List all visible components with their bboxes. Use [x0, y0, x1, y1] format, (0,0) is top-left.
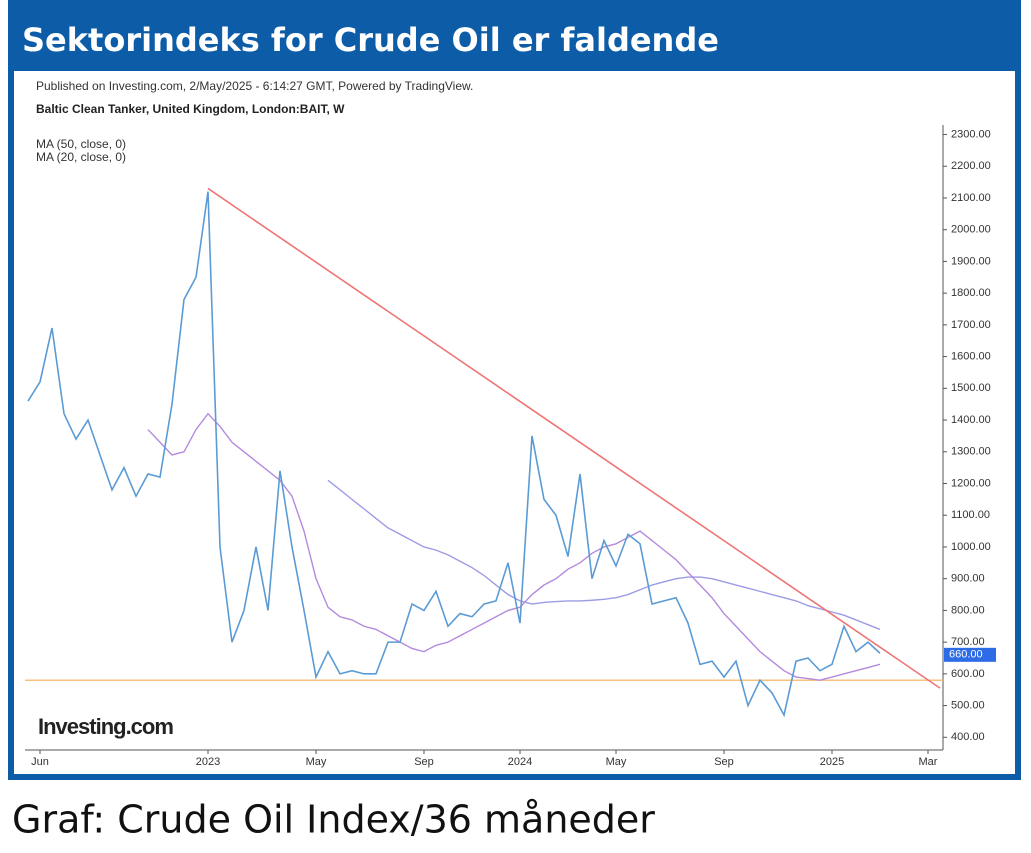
- instrument-label: Baltic Clean Tanker, United Kingdom, Lon…: [36, 102, 345, 116]
- x-tick-label: 2024: [508, 756, 532, 768]
- logo: Investing.com: [38, 714, 173, 739]
- x-tick-label: May: [306, 756, 327, 768]
- y-tick-label: 700.00: [951, 636, 985, 648]
- x-tick-label: Jun: [31, 756, 49, 768]
- y-tick-label: 2300.00: [951, 128, 991, 140]
- y-tick-label: 500.00: [951, 699, 985, 711]
- y-tick-label: 1100.00: [951, 509, 990, 521]
- y-tick-label: 1700.00: [951, 319, 991, 331]
- series-line: [147, 412, 881, 681]
- y-tick-label: 2100.00: [951, 192, 991, 204]
- y-tick-label: 1300.00: [951, 446, 991, 458]
- header-title: Sektorindeks for Crude Oil er faldende: [22, 21, 719, 59]
- trend-line: [207, 187, 941, 689]
- y-tick-label: 1000.00: [951, 541, 991, 553]
- y-tick-label: 1400.00: [951, 414, 991, 426]
- header-banner: [8, 0, 1021, 68]
- y-tick-label: 400.00: [951, 731, 985, 743]
- last-value-label: 660.00: [949, 649, 983, 661]
- chart-subtitle: Published on Investing.com, 2/May/2025 -…: [36, 79, 473, 93]
- x-tick-label: Sep: [414, 756, 434, 768]
- y-tick-label: 1900.00: [951, 255, 991, 267]
- y-tick-label: 2000.00: [951, 224, 991, 236]
- x-tick-label: May: [606, 756, 627, 768]
- last-value-box: [944, 647, 996, 662]
- x-tick-label: Mar: [919, 756, 938, 768]
- chart-frame: [8, 65, 1021, 780]
- caption: Graf: Crude Oil Index/36 måneder: [12, 798, 655, 842]
- x-tick-label: Sep: [714, 756, 734, 768]
- x-tick-label: 2025: [820, 756, 844, 768]
- y-tick-label: 1600.00: [951, 351, 991, 363]
- y-tick-label: 1800.00: [951, 287, 991, 299]
- legend-entry: MA (50, close, 0): [36, 137, 126, 151]
- series-line: [327, 479, 881, 631]
- y-tick-label: 600.00: [951, 668, 985, 680]
- series-line: [27, 191, 881, 718]
- y-tick-label: 1200.00: [951, 477, 991, 489]
- y-tick-label: 900.00: [951, 573, 985, 585]
- y-tick-label: 1500.00: [951, 382, 991, 394]
- x-tick-label: 2023: [196, 756, 220, 768]
- y-tick-label: 800.00: [951, 604, 985, 616]
- legend-entry: MA (20, close, 0): [36, 150, 126, 164]
- y-tick-label: 2200.00: [951, 160, 991, 172]
